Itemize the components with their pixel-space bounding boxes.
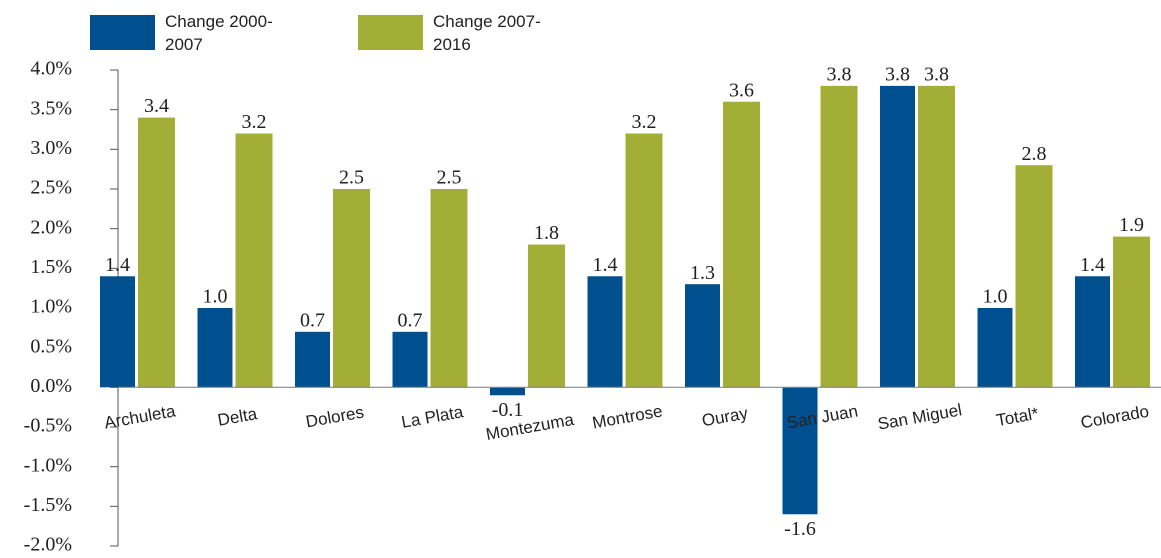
data-label: 3.8 xyxy=(924,63,949,85)
legend-label: Change 2007-2016 xyxy=(433,12,541,54)
legend-swatch xyxy=(358,15,423,50)
data-label: 0.7 xyxy=(300,309,325,331)
data-label: 2.8 xyxy=(1022,143,1047,165)
x-tick-label: San Miguel xyxy=(876,400,963,433)
data-label: 3.8 xyxy=(885,63,910,85)
bar xyxy=(723,101,760,388)
data-label: 3.2 xyxy=(242,111,267,133)
data-label: 1.0 xyxy=(203,286,228,308)
data-label: 1.4 xyxy=(105,254,130,276)
y-tick-label: -1.0% xyxy=(24,454,72,476)
y-tick-label: -0.5% xyxy=(24,415,72,437)
x-tick-label: La Plata xyxy=(400,402,465,432)
x-tick-label: Archuleta xyxy=(103,401,178,432)
bar xyxy=(820,85,858,388)
x-tick-label: Ouray xyxy=(700,404,749,431)
data-label: 1.4 xyxy=(593,254,618,276)
bar xyxy=(100,276,135,388)
y-tick-label: 1.0% xyxy=(30,296,72,318)
data-label: 3.2 xyxy=(632,111,657,133)
bar xyxy=(430,189,468,388)
data-label: 1.0 xyxy=(983,286,1008,308)
data-label: -1.6 xyxy=(784,518,816,540)
data-label: 0.7 xyxy=(398,309,423,331)
bar xyxy=(918,85,955,388)
bar xyxy=(197,308,233,388)
bar xyxy=(138,117,175,388)
bar xyxy=(1015,165,1053,388)
bar xyxy=(333,189,370,388)
data-label: 3.4 xyxy=(144,95,169,117)
y-tick-label: 0.5% xyxy=(30,335,72,357)
y-tick-label: 1.5% xyxy=(30,256,72,278)
legend-swatch xyxy=(90,15,155,50)
bar xyxy=(295,331,330,388)
bar xyxy=(782,387,818,515)
data-label: 1.4 xyxy=(1080,254,1105,276)
y-tick-label: 2.0% xyxy=(30,216,72,238)
x-tick-label: Total* xyxy=(995,404,1041,430)
y-tick-label: -2.0% xyxy=(24,534,72,556)
bar xyxy=(587,276,623,388)
data-label: 3.6 xyxy=(729,79,754,101)
y-tick-label: -1.5% xyxy=(24,494,72,516)
x-tick-label: Montrose xyxy=(591,401,664,432)
x-tick-label: Colorado xyxy=(1079,402,1150,433)
bar xyxy=(1075,276,1110,388)
x-tick-label: Delta xyxy=(216,404,259,430)
bar xyxy=(685,284,720,388)
y-tick-label: 4.0% xyxy=(30,58,72,80)
bar xyxy=(625,133,663,388)
y-tick-label: 3.5% xyxy=(30,97,72,119)
data-label: 3.8 xyxy=(827,63,852,85)
bar xyxy=(235,133,273,388)
data-label: 1.8 xyxy=(534,222,559,244)
bar xyxy=(392,331,428,388)
data-label: 2.5 xyxy=(437,167,462,189)
bar xyxy=(490,387,525,396)
bar xyxy=(977,308,1013,388)
bar xyxy=(528,244,565,388)
legend-label: Change 2000-2007 xyxy=(165,12,273,54)
y-tick-label: 0.0% xyxy=(30,375,72,397)
data-label: -0.1 xyxy=(492,399,524,421)
data-label: 2.5 xyxy=(339,167,364,189)
bar xyxy=(1113,236,1150,388)
y-tick-label: 3.0% xyxy=(30,137,72,159)
x-tick-label: Dolores xyxy=(304,403,365,432)
bar xyxy=(880,85,915,388)
data-label: 1.9 xyxy=(1119,214,1144,236)
y-tick-label: 2.5% xyxy=(30,177,72,199)
data-label: 1.3 xyxy=(690,262,715,284)
